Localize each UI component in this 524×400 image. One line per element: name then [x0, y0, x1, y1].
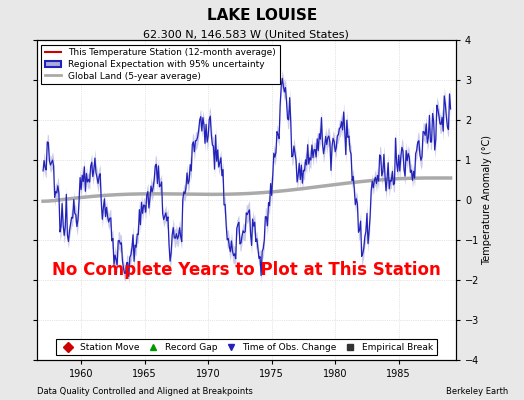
- Title: 62.300 N, 146.583 W (United States): 62.300 N, 146.583 W (United States): [144, 29, 349, 39]
- Legend: Station Move, Record Gap, Time of Obs. Change, Empirical Break: Station Move, Record Gap, Time of Obs. C…: [56, 339, 437, 356]
- Y-axis label: Temperature Anomaly (°C): Temperature Anomaly (°C): [482, 135, 492, 265]
- Text: LAKE LOUISE: LAKE LOUISE: [207, 8, 317, 23]
- Text: Berkeley Earth: Berkeley Earth: [446, 387, 508, 396]
- Text: No Complete Years to Plot at This Station: No Complete Years to Plot at This Statio…: [52, 262, 441, 279]
- Text: Data Quality Controlled and Aligned at Breakpoints: Data Quality Controlled and Aligned at B…: [37, 387, 253, 396]
